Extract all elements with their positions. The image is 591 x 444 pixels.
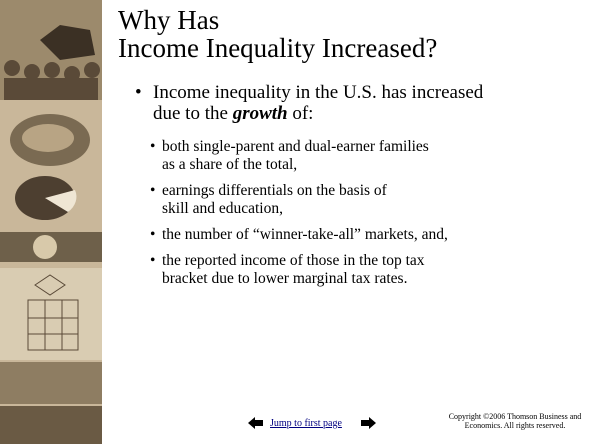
copyright-line: Copyright ©2006 Thomson Business and xyxy=(440,412,590,421)
handshake-image xyxy=(0,362,102,404)
sub-bullet: earnings differentials on the basis ofsk… xyxy=(162,182,448,218)
prev-arrow[interactable] xyxy=(248,417,264,429)
title-line: Why Has xyxy=(118,6,437,34)
building-image xyxy=(0,268,102,360)
bullet-line: due to the growth of: xyxy=(153,103,483,124)
sub-bullet: both single-parent and dual-earner famil… xyxy=(162,138,448,174)
text: due to the xyxy=(153,103,228,124)
sub-bullets: both single-parent and dual-earner famil… xyxy=(162,138,448,296)
sub-bullet: the number of “winner-take-all” markets,… xyxy=(162,226,448,244)
text: of: xyxy=(292,103,313,124)
title: Why Has Income Inequality Increased? xyxy=(118,6,437,62)
sub-bullet-line: both single-parent and dual-earner famil… xyxy=(162,138,448,156)
next-arrow[interactable] xyxy=(360,417,376,429)
image-strip xyxy=(0,0,102,444)
slide: {"title": {"lines": ["Why Has", "Income … xyxy=(0,0,591,444)
money-portrait xyxy=(33,235,57,259)
jump-link[interactable]: Jump to first page xyxy=(270,418,342,429)
crowd xyxy=(4,60,100,100)
sub-bullet: the reported income of those in the top … xyxy=(162,252,448,288)
emphasis: growth xyxy=(233,103,288,124)
map-land xyxy=(22,124,74,152)
title-line: Income Inequality Increased? xyxy=(118,34,437,62)
sub-bullet-line: as a share of the total, xyxy=(162,156,448,174)
copyright-line: Economics. All rights reserved. xyxy=(440,421,590,430)
sub-bullet-line: earnings differentials on the basis of xyxy=(162,182,448,200)
bullet-line: Income inequality in the U.S. has increa… xyxy=(153,82,483,103)
sub-bullet-line: bracket due to lower marginal tax rates. xyxy=(162,270,448,288)
copyright: Copyright ©2006 Thomson Business and Eco… xyxy=(440,412,590,430)
sub-bullet-line: the reported income of those in the top … xyxy=(162,252,448,270)
main-bullet: Income inequality in the U.S. has increa… xyxy=(153,82,483,124)
crowd-image xyxy=(0,406,102,444)
sub-bullet-line: skill and education, xyxy=(162,200,448,218)
sub-bullet-line: the number of “winner-take-all” markets,… xyxy=(162,226,448,244)
